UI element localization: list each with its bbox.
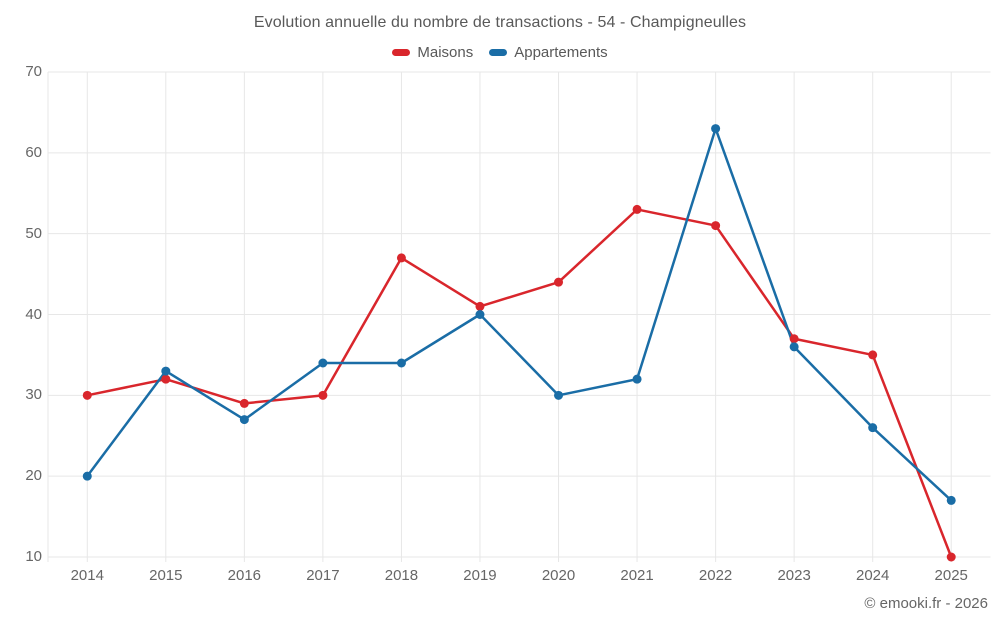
data-point-appartements-2017[interactable] bbox=[318, 358, 328, 368]
x-axis-label: 2019 bbox=[463, 567, 497, 584]
x-axis-label: 2016 bbox=[227, 567, 262, 584]
data-point-maisons-2015[interactable] bbox=[161, 374, 171, 384]
data-point-maisons-2024[interactable] bbox=[868, 350, 878, 360]
data-point-maisons-2021[interactable] bbox=[632, 204, 642, 214]
data-point-maisons-2019[interactable] bbox=[475, 301, 485, 311]
y-axis-label: 60 bbox=[25, 143, 42, 161]
data-point-maisons-2025[interactable] bbox=[946, 552, 956, 562]
legend-item-appartements[interactable]: Appartements bbox=[489, 44, 608, 61]
x-axis-label: 2025 bbox=[934, 567, 968, 584]
y-axis-label: 30 bbox=[25, 386, 42, 404]
x-axis-label: 2015 bbox=[149, 567, 183, 584]
x-axis-label: 2023 bbox=[777, 567, 811, 584]
data-point-appartements-2023[interactable] bbox=[789, 342, 799, 352]
copyright-credit: © emooki.fr - 2026 bbox=[864, 595, 988, 612]
legend-item-maisons[interactable]: Maisons bbox=[392, 44, 473, 61]
x-axis-label: 2024 bbox=[856, 567, 890, 584]
legend-label-appartements: Appartements bbox=[514, 44, 608, 61]
x-axis-label: 2017 bbox=[306, 567, 340, 584]
data-point-appartements-2024[interactable] bbox=[868, 423, 878, 433]
data-point-appartements-2016[interactable] bbox=[239, 415, 249, 425]
data-point-appartements-2020[interactable] bbox=[554, 390, 564, 400]
x-axis-label: 2018 bbox=[384, 567, 419, 584]
legend: Maisons Appartements bbox=[0, 44, 1000, 61]
y-axis-label: 70 bbox=[25, 63, 42, 80]
data-point-maisons-2014[interactable] bbox=[82, 390, 92, 400]
chart-title: Evolution annuelle du nombre de transact… bbox=[253, 14, 747, 31]
series-line-maisons bbox=[86, 208, 953, 559]
y-axis-label: 20 bbox=[25, 467, 42, 485]
data-point-appartements-2022[interactable] bbox=[711, 124, 721, 134]
data-point-appartements-2014[interactable] bbox=[82, 471, 92, 481]
x-axis-label: 2014 bbox=[70, 567, 104, 584]
data-point-appartements-2018[interactable] bbox=[396, 358, 406, 368]
y-axis-label: 40 bbox=[25, 305, 42, 323]
x-axis-label: 2020 bbox=[541, 567, 576, 584]
series-line-appartements bbox=[86, 127, 953, 502]
legend-swatch-maisons-icon bbox=[392, 49, 411, 56]
x-axis-label: 2022 bbox=[698, 567, 733, 584]
data-point-maisons-2022[interactable] bbox=[711, 221, 721, 231]
data-point-maisons-2018[interactable] bbox=[396, 253, 406, 263]
data-point-maisons-2020[interactable] bbox=[554, 277, 564, 287]
data-point-maisons-2016[interactable] bbox=[239, 398, 249, 408]
data-point-maisons-2017[interactable] bbox=[318, 390, 328, 400]
x-axis-label: 2021 bbox=[620, 567, 654, 584]
legend-label-maisons: Maisons bbox=[417, 44, 474, 61]
data-point-appartements-2019[interactable] bbox=[475, 310, 485, 319]
y-axis-label: 10 bbox=[25, 548, 42, 565]
legend-swatch-appartements-icon bbox=[489, 49, 508, 56]
data-point-appartements-2015[interactable] bbox=[161, 366, 171, 376]
data-point-appartements-2025[interactable] bbox=[946, 495, 956, 505]
y-axis-label: 50 bbox=[25, 224, 42, 242]
data-point-maisons-2023[interactable] bbox=[789, 334, 799, 344]
data-point-appartements-2021[interactable] bbox=[632, 374, 642, 384]
